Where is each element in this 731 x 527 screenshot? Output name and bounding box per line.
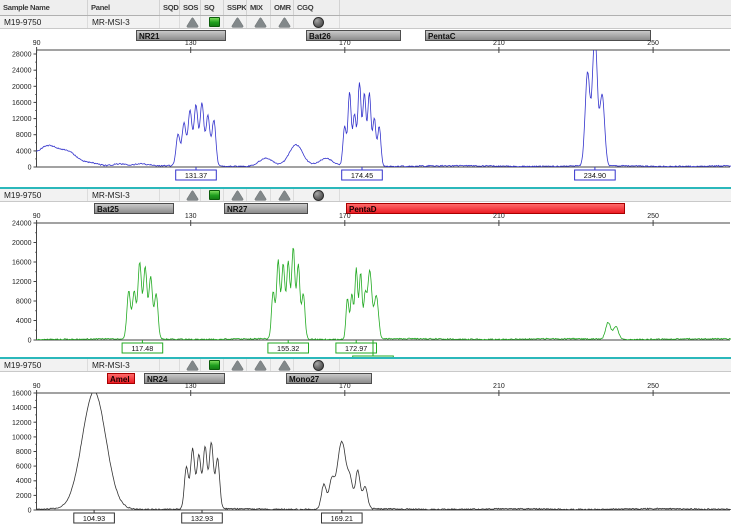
svg-text:170: 170 (339, 40, 351, 47)
svg-text:170: 170 (339, 383, 351, 390)
svg-text:210: 210 (493, 383, 505, 390)
svg-text:12000: 12000 (12, 279, 32, 286)
svg-text:20000: 20000 (12, 84, 32, 91)
svg-text:117.48: 117.48 (132, 344, 154, 353)
svg-text:4000: 4000 (16, 318, 32, 325)
svg-text:90: 90 (33, 40, 41, 47)
svg-text:24000: 24000 (12, 68, 32, 75)
svg-text:250: 250 (647, 40, 659, 47)
svg-text:0: 0 (28, 165, 32, 172)
svg-text:16000: 16000 (12, 391, 32, 398)
svg-text:12000: 12000 (12, 116, 32, 123)
svg-text:10000: 10000 (12, 434, 32, 441)
svg-text:250: 250 (647, 383, 659, 390)
svg-text:28000: 28000 (12, 52, 32, 59)
svg-text:90: 90 (33, 213, 41, 220)
svg-text:90: 90 (33, 383, 41, 390)
svg-text:169.21: 169.21 (331, 514, 353, 523)
svg-text:16000: 16000 (12, 260, 32, 267)
svg-text:130: 130 (185, 213, 197, 220)
svg-text:130: 130 (185, 40, 197, 47)
svg-text:130: 130 (185, 383, 197, 390)
svg-text:16000: 16000 (12, 100, 32, 107)
svg-text:0: 0 (28, 508, 32, 515)
svg-text:4000: 4000 (16, 148, 32, 155)
svg-text:234.90: 234.90 (584, 171, 606, 180)
svg-text:131.37: 131.37 (185, 171, 207, 180)
svg-text:172.97: 172.97 (345, 344, 367, 353)
svg-text:8000: 8000 (16, 299, 32, 306)
svg-text:250: 250 (647, 213, 659, 220)
svg-text:6000: 6000 (16, 464, 32, 471)
svg-text:155.32: 155.32 (277, 344, 299, 353)
svg-text:170: 170 (339, 213, 351, 220)
svg-text:14000: 14000 (12, 405, 32, 412)
svg-text:210: 210 (493, 213, 505, 220)
svg-text:104.93: 104.93 (83, 514, 105, 523)
svg-text:8000: 8000 (16, 449, 32, 456)
svg-text:12000: 12000 (12, 420, 32, 427)
svg-text:20000: 20000 (12, 240, 32, 247)
svg-text:0: 0 (28, 338, 32, 345)
svg-text:4000: 4000 (16, 478, 32, 485)
svg-text:2000: 2000 (16, 493, 32, 500)
svg-text:132.93: 132.93 (191, 514, 213, 523)
svg-text:8000: 8000 (16, 132, 32, 139)
svg-text:24000: 24000 (12, 221, 32, 228)
svg-text:210: 210 (493, 40, 505, 47)
svg-text:174.45: 174.45 (351, 171, 373, 180)
